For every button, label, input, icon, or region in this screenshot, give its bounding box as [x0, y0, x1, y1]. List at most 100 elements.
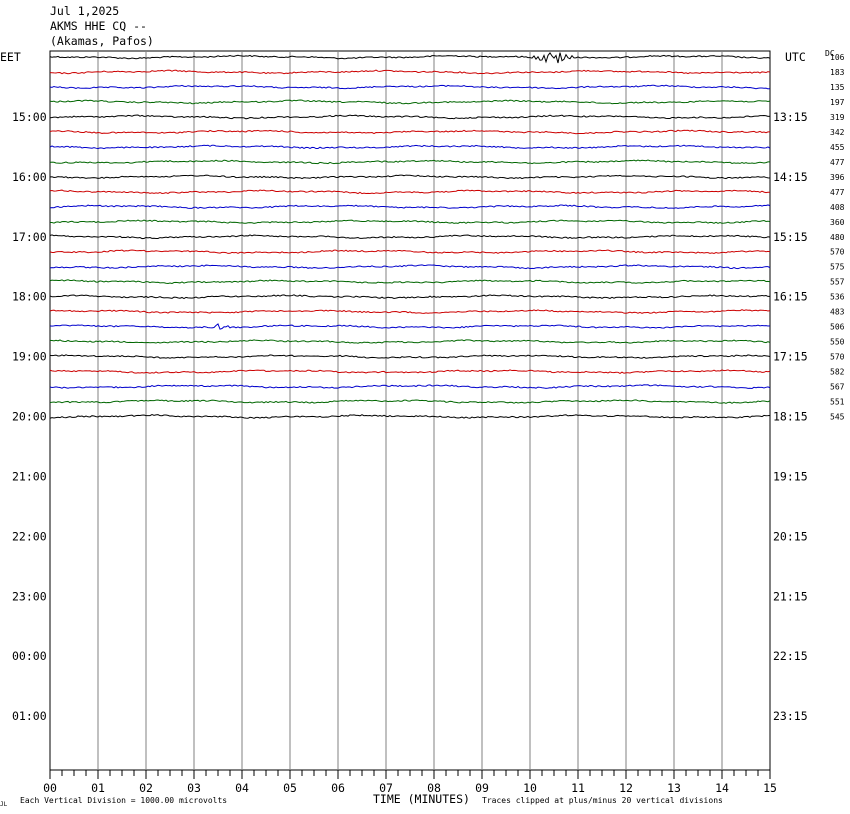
right-hour-label: 14:15 — [773, 170, 808, 184]
right-hour-label: 20:15 — [773, 529, 808, 543]
x-tick-label-11: 11 — [571, 781, 585, 795]
trace-row-3 — [49, 99, 771, 105]
scale-note: Each Vertical Division = 1000.00 microvo… — [20, 796, 227, 805]
dc-header-label: DC — [825, 49, 835, 58]
trace-row-7 — [49, 159, 771, 165]
dc-offset-label: 183 — [830, 68, 845, 77]
trace-row-23 — [49, 399, 771, 404]
left-hour-label: 21:00 — [12, 469, 47, 483]
dc-offset-labels: 106 183 135 197 319 342 455 477 396 477 408 360 480 5… — [830, 53, 845, 422]
dc-offset-label: 455 — [830, 143, 845, 152]
trace-row-11 — [49, 219, 771, 224]
left-hour-label: 15:00 — [12, 110, 47, 124]
dc-offset-label: 550 — [830, 338, 845, 347]
x-tick-label-08: 08 — [427, 781, 441, 795]
right-hour-label: 18:15 — [773, 410, 808, 424]
dc-offset-label: 106 — [830, 53, 845, 62]
dc-offset-label: 536 — [830, 293, 845, 302]
left-hour-label: 18:00 — [12, 290, 47, 304]
x-tick-label-10: 10 — [523, 781, 537, 795]
dc-offset-label: 360 — [830, 218, 845, 227]
minute-grid — [49, 50, 771, 771]
right-hour-label: 21:15 — [773, 589, 808, 603]
dc-offset-label: 477 — [830, 188, 845, 197]
left-hour-label: 17:00 — [12, 230, 47, 244]
dc-offset-label: 567 — [830, 383, 845, 392]
trace-row-24 — [49, 414, 771, 419]
dc-offset-label: 557 — [830, 278, 845, 287]
x-tick-label-06: 06 — [331, 781, 345, 795]
trace-row-22 — [49, 384, 771, 389]
left-hour-label: 22:00 — [12, 529, 47, 543]
left-hour-label: 00:00 — [12, 649, 47, 663]
dc-offset-label: 477 — [830, 158, 845, 167]
clip-note: Traces clipped at plus/minus 20 vertical… — [482, 796, 723, 805]
trace-row-6 — [49, 144, 771, 150]
dc-offset-label: 570 — [830, 248, 845, 257]
header-station: AKMS HHE CQ -- — [50, 19, 147, 33]
trace-row-0 — [49, 52, 771, 64]
x-tick-label-02: 02 — [139, 781, 153, 795]
dc-offset-label: 396 — [830, 173, 845, 182]
left-hour-label: 20:00 — [12, 410, 47, 424]
trace-row-15 — [49, 279, 771, 285]
dc-offset-label: 551 — [830, 398, 845, 407]
dc-offset-label: 582 — [830, 368, 845, 377]
trace-row-5 — [49, 129, 771, 135]
right-hour-label: 15:15 — [773, 230, 808, 244]
x-tick-label-01: 01 — [91, 781, 105, 795]
dc-offset-label: 319 — [830, 113, 845, 122]
x-tick-label-03: 03 — [187, 781, 201, 795]
dc-offset-label: 575 — [830, 263, 845, 272]
trace-row-2 — [49, 84, 771, 90]
x-tick-label-05: 05 — [283, 781, 297, 795]
dc-offset-label: 135 — [830, 83, 845, 92]
trace-row-12 — [49, 234, 771, 240]
seismic-traces — [49, 52, 771, 419]
dc-offset-label: 480 — [830, 233, 845, 242]
x-axis-title: TIME (MINUTES) — [373, 792, 470, 806]
right-hour-label: 19:15 — [773, 469, 808, 483]
trace-row-21 — [49, 369, 771, 374]
dc-offset-label: 197 — [830, 98, 845, 107]
trace-row-14 — [49, 264, 771, 270]
trace-row-8 — [49, 174, 771, 180]
header-date: Jul 1,2025 — [50, 4, 119, 18]
x-tick-label-09: 09 — [475, 781, 489, 795]
x-axis-ticks — [49, 770, 771, 779]
trace-row-16 — [49, 294, 771, 300]
dc-offset-label: 570 — [830, 353, 845, 362]
x-tick-labels: 00 01 02 03 04 05 06 07 08 09 10 11 12 13 14 15 — [43, 781, 777, 795]
trace-row-13 — [49, 249, 771, 254]
dc-offset-label: 408 — [830, 203, 845, 212]
left-hour-label: 16:00 — [12, 170, 47, 184]
left-hour-label: 23:00 — [12, 589, 47, 603]
trace-row-17 — [49, 309, 771, 314]
right-hour-label: 17:15 — [773, 350, 808, 364]
dc-offset-label: 545 — [830, 413, 845, 422]
x-tick-label-00: 00 — [43, 781, 57, 795]
x-tick-label-13: 13 — [667, 781, 681, 795]
dc-offset-label: 506 — [830, 323, 845, 332]
plot-frame — [49, 50, 771, 771]
trace-row-1 — [49, 69, 771, 75]
left-hour-labels: 15:00 16:00 17:00 18:00 19:00 20:00 21:00 22:00… — [12, 110, 47, 723]
dc-offset-label: 483 — [830, 308, 845, 317]
x-tick-label-15: 15 — [763, 781, 777, 795]
right-hour-labels: 13:15 14:15 15:15 16:15 17:15 18:15 19:15 20:15… — [773, 110, 808, 723]
left-zone-label: EET — [0, 50, 21, 64]
trace-row-19 — [49, 339, 771, 344]
header-location: (Akamas, Pafos) — [50, 34, 154, 48]
right-hour-label: 23:15 — [773, 709, 808, 723]
x-tick-label-04: 04 — [235, 781, 249, 795]
trace-row-20 — [49, 354, 771, 359]
right-zone-label: UTC — [785, 50, 806, 64]
left-hour-label: 19:00 — [12, 350, 47, 364]
left-hour-label: 01:00 — [12, 709, 47, 723]
right-hour-label: 22:15 — [773, 649, 808, 663]
trace-row-18 — [49, 323, 771, 330]
x-tick-label-14: 14 — [715, 781, 729, 795]
trace-row-10 — [49, 204, 771, 209]
dc-offset-label: 342 — [830, 128, 845, 137]
